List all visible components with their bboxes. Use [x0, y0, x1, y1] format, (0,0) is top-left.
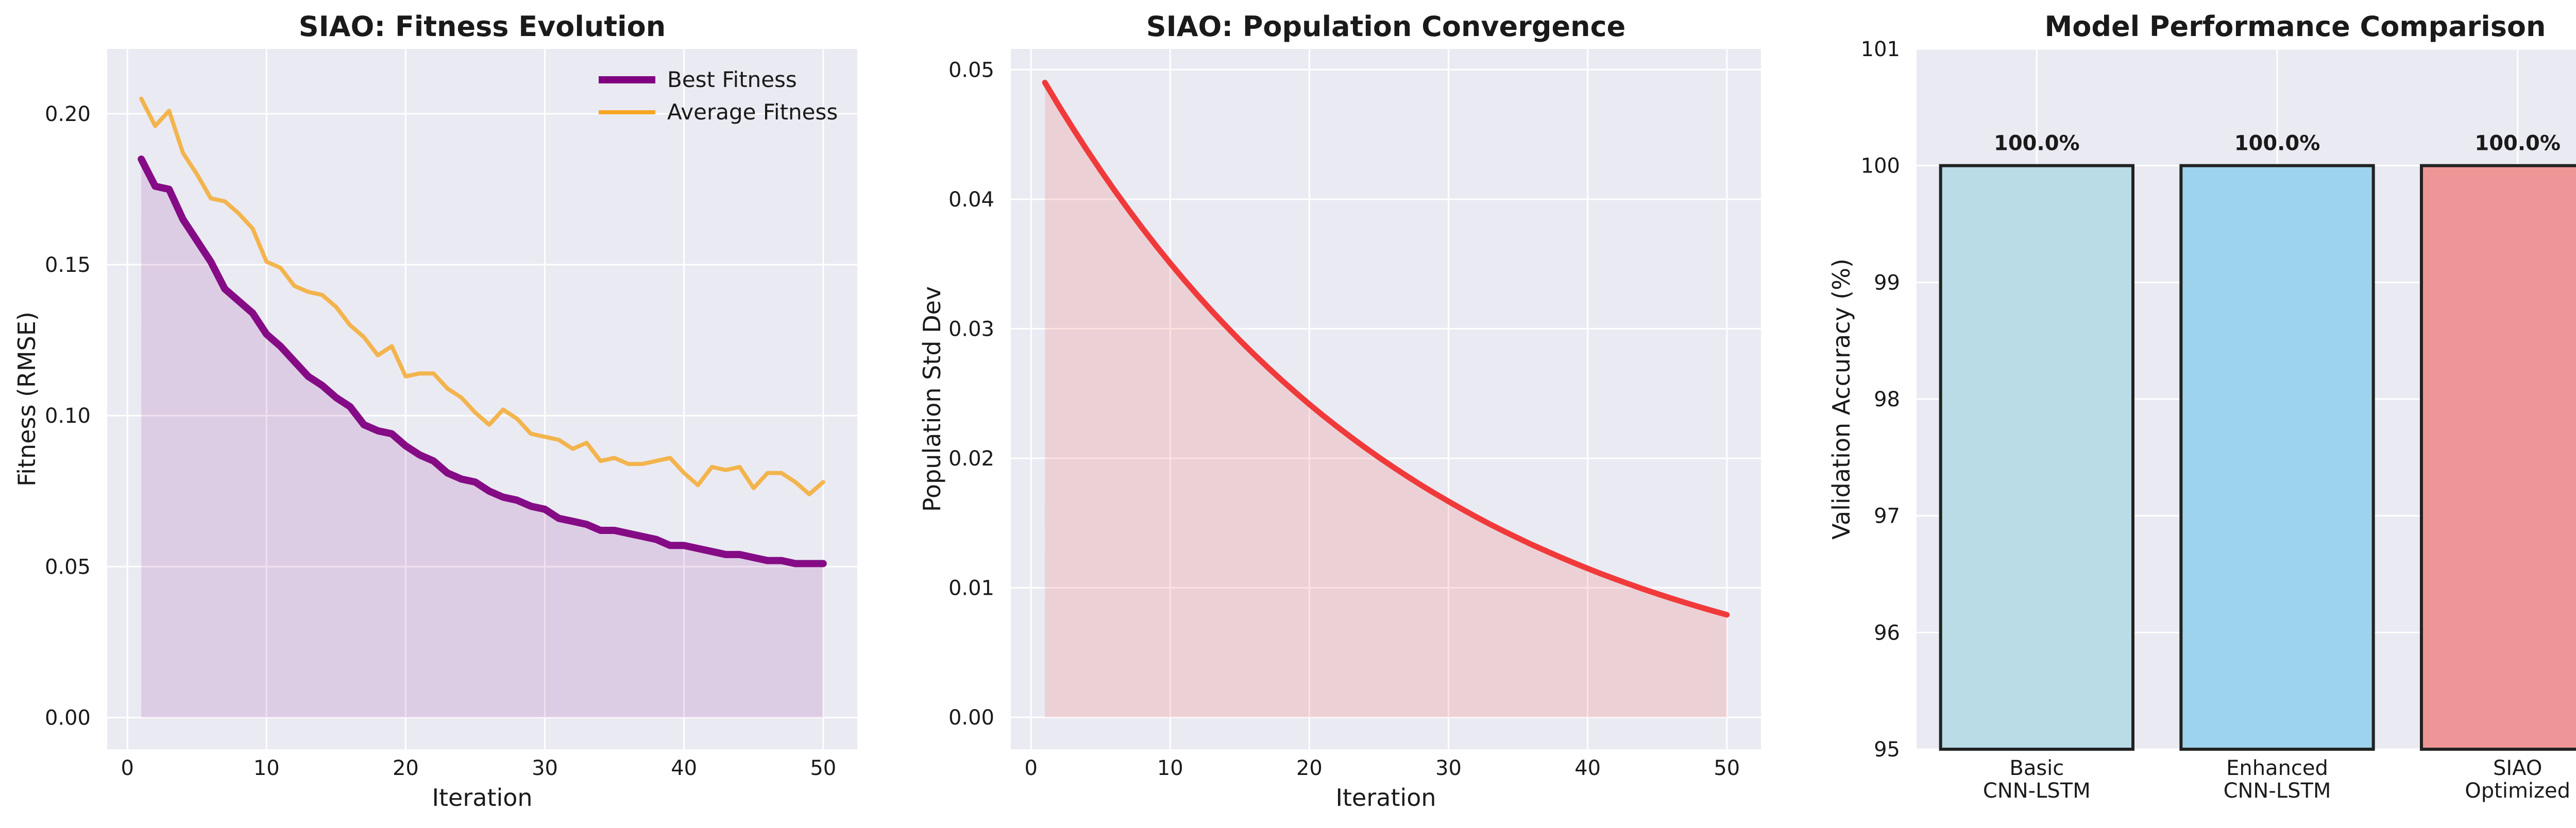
legend-label-average-fitness: Average Fitness — [667, 99, 838, 125]
convergence-x-axis-label: Iteration — [1335, 784, 1436, 812]
convergence-gridlines — [1011, 49, 1761, 749]
convergence-plot-area — [1011, 49, 1761, 749]
bar-value-label: 100.0% — [2234, 132, 2320, 156]
fitness-legend: Best Fitness Average Fitness — [599, 67, 838, 125]
bar-value-label: 100.0% — [2475, 132, 2561, 156]
fitness-chart-title: SIAO: Fitness Evolution — [299, 10, 666, 43]
y-tick-label: 99 — [1874, 271, 1900, 295]
y-tick-label: 0.01 — [948, 577, 994, 600]
bar — [1939, 164, 2135, 751]
x-tick-label: 50 — [810, 756, 836, 780]
fitness-evolution-panel: 0 10 20 30 40 50 0.00 0.05 0.10 0.15 0.20 SIAO: Fi… — [13, 10, 857, 812]
fitness-y-axis-label: Fitness (RMSE) — [13, 312, 41, 487]
x-tick-label: 20 — [1296, 756, 1323, 780]
series-fill-area — [1045, 82, 1727, 718]
x-tick-label: 40 — [671, 756, 697, 780]
x-tick-label: SIAO — [2493, 756, 2542, 780]
y-tick-label: 0.20 — [45, 102, 91, 126]
x-tick-label: 20 — [393, 756, 419, 780]
convergence-y-axis-label: Population Std Dev — [918, 286, 946, 512]
average-fitness-line — [139, 96, 825, 496]
y-tick-label: 0.15 — [45, 253, 91, 277]
y-tick-label: 100 — [1861, 154, 1900, 178]
x-tick-label: CNN-LSTM — [1983, 779, 2091, 803]
series-fill-area — [141, 159, 823, 718]
fitness-x-axis-label: Iteration — [432, 784, 532, 812]
x-tick-label: 30 — [1435, 756, 1462, 780]
x-tick-label: CNN-LSTM — [2224, 779, 2331, 803]
y-tick-label: 97 — [1874, 505, 1900, 528]
series-line — [1042, 79, 1730, 618]
y-tick-label: 0.05 — [45, 555, 91, 579]
x-tick-label: Enhanced — [2226, 756, 2328, 780]
x-tick-label: Optimized — [2465, 779, 2570, 803]
x-tick-label: 10 — [253, 756, 280, 780]
model-performance-panel: 100.0% 100.0% 100.0% 95 96 97 98 99 100 101 Basic… — [1827, 10, 2576, 803]
y-tick-label: 0.02 — [948, 447, 994, 471]
y-tick-label: 0.04 — [948, 188, 994, 212]
y-tick-label: 98 — [1874, 388, 1900, 411]
y-tick-label: 101 — [1861, 38, 1900, 61]
convergence-series — [1042, 79, 1730, 718]
population-convergence-panel: 0 10 20 30 40 50 0.00 0.01 0.02 0.03 0.04 0.05 SIAO… — [918, 10, 1761, 812]
fitness-gridlines — [107, 49, 857, 749]
x-tick-label: Basic — [2009, 756, 2064, 780]
best-fitness-line — [138, 156, 827, 567]
y-tick-label: 96 — [1874, 621, 1900, 645]
fitness-plot-area — [107, 49, 857, 749]
fitness-series — [138, 96, 827, 718]
x-tick-label: 10 — [1157, 756, 1183, 780]
bar — [2179, 164, 2375, 751]
x-tick-label: 30 — [532, 756, 558, 780]
x-tick-label: 0 — [1024, 756, 1037, 780]
convergence-tick-labels: 0 10 20 30 40 50 0.00 0.01 0.02 0.03 0.04 0.05 — [948, 58, 1740, 780]
x-tick-label: 50 — [1714, 756, 1740, 780]
x-tick-label: 40 — [1574, 756, 1601, 780]
bar-value-label: 100.0% — [1994, 132, 2080, 156]
y-tick-label: 0.05 — [948, 58, 994, 82]
performance-tick-labels: 9596979899100101BasicCNN-LSTMEnhancedCNN… — [1861, 38, 2570, 803]
y-tick-label: 0.00 — [45, 706, 91, 730]
y-tick-label: 0.10 — [45, 404, 91, 428]
performance-bars: 100.0% 100.0% 100.0% — [1939, 132, 2576, 751]
y-tick-label: 95 — [1874, 738, 1900, 762]
performance-y-axis-label: Validation Accuracy (%) — [1827, 258, 1855, 540]
convergence-chart-title: SIAO: Population Convergence — [1146, 10, 1625, 43]
y-tick-label: 0.00 — [948, 706, 994, 730]
y-tick-label: 0.03 — [948, 317, 994, 341]
x-tick-label: 0 — [121, 756, 133, 780]
performance-chart-title: Model Performance Comparison — [2045, 10, 2546, 43]
fitness-tick-labels: 0 10 20 30 40 50 0.00 0.05 0.10 0.15 0.20 — [45, 102, 836, 780]
legend-label-best-fitness: Best Fitness — [667, 67, 797, 92]
bar — [2420, 164, 2576, 751]
